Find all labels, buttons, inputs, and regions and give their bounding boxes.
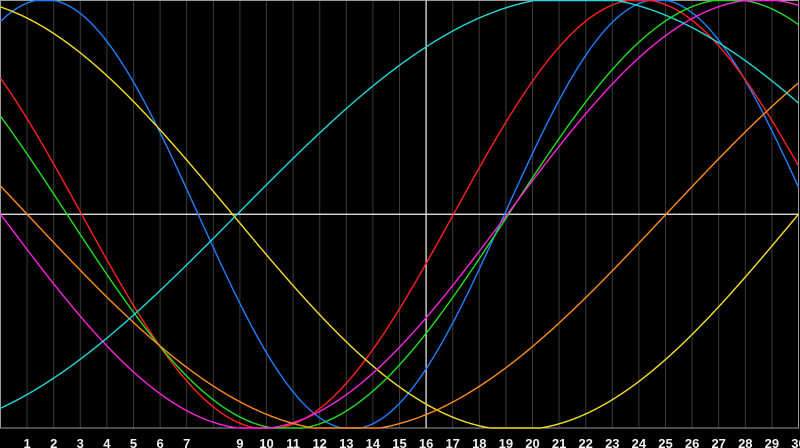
svg-text:3: 3 xyxy=(77,436,84,448)
svg-text:19: 19 xyxy=(499,436,513,448)
svg-text:7: 7 xyxy=(183,436,190,448)
svg-text:28: 28 xyxy=(738,436,752,448)
svg-text:16: 16 xyxy=(419,436,433,448)
svg-text:6: 6 xyxy=(156,436,163,448)
svg-text:18: 18 xyxy=(472,436,486,448)
svg-text:20: 20 xyxy=(525,436,539,448)
svg-text:1: 1 xyxy=(23,436,30,448)
svg-text:24: 24 xyxy=(632,436,647,448)
svg-text:17: 17 xyxy=(445,436,459,448)
svg-text:10: 10 xyxy=(259,436,273,448)
svg-text:22: 22 xyxy=(578,436,592,448)
svg-text:4: 4 xyxy=(103,436,111,448)
svg-text:25: 25 xyxy=(658,436,672,448)
svg-text:29: 29 xyxy=(765,436,779,448)
svg-text:13: 13 xyxy=(339,436,353,448)
svg-text:15: 15 xyxy=(392,436,406,448)
svg-text:11: 11 xyxy=(286,436,300,448)
svg-text:2: 2 xyxy=(50,436,57,448)
svg-text:5: 5 xyxy=(130,436,137,448)
svg-text:30: 30 xyxy=(791,436,800,448)
svg-text:23: 23 xyxy=(605,436,619,448)
svg-text:21: 21 xyxy=(552,436,566,448)
svg-text:9: 9 xyxy=(236,436,243,448)
svg-text:27: 27 xyxy=(711,436,725,448)
svg-text:26: 26 xyxy=(685,436,699,448)
svg-text:14: 14 xyxy=(366,436,381,448)
svg-text:12: 12 xyxy=(312,436,326,448)
